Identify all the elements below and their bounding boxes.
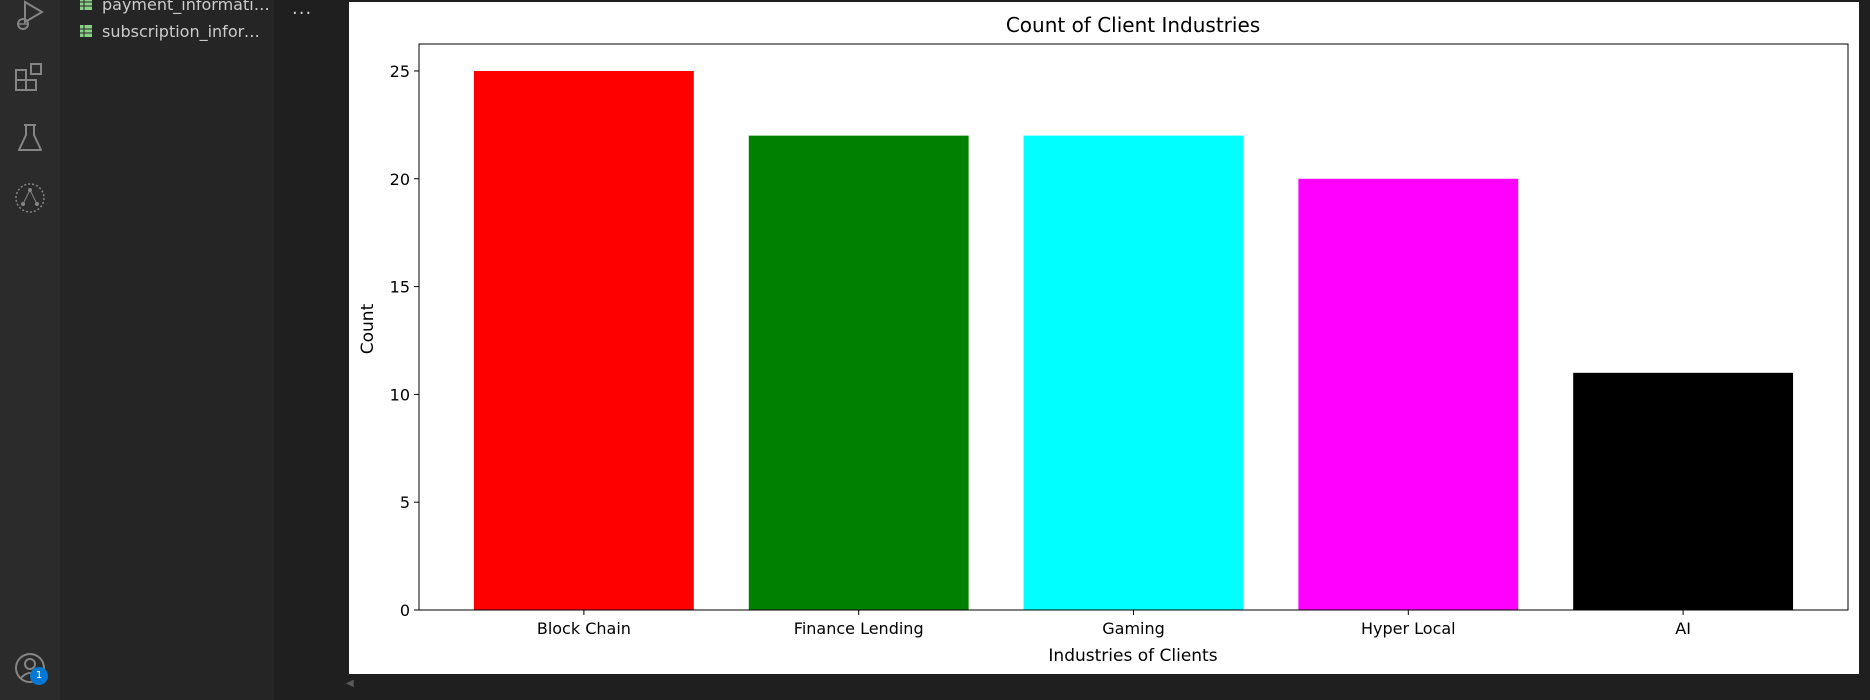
x-tick-label: AI [1675,619,1691,638]
scroll-left-icon[interactable]: ◀ [346,678,354,689]
more-actions-button[interactable]: ... [292,0,313,19]
table-icon [80,0,92,10]
editor-gutter [274,0,350,700]
remote-explorer-icon[interactable] [12,180,48,216]
plot-frame [418,43,1849,611]
bar-chart: Count of Client Industries 0 5 10 15 20 25 Bl… [358,13,1849,666]
y-axis-label: Count [358,303,378,354]
y-tick-label: 0 [400,601,410,620]
bar-gaming [1023,135,1244,610]
file-label: subscription_information.csv [102,21,272,41]
horizontal-scrollbar[interactable] [349,678,1859,698]
y-tick-label: 15 [390,278,410,297]
file-label: payment_information.csv [102,0,272,14]
bar-hyper-local [1298,178,1519,610]
y-tick-label: 5 [400,493,410,512]
y-tick-label: 20 [390,170,410,189]
run-debug-icon[interactable] [12,0,48,34]
y-tick-label: 10 [390,385,410,404]
bar-finance-lending [748,135,969,610]
x-tick-label: Gaming [1102,619,1165,638]
x-axis-label: Industries of Clients [1048,646,1217,666]
explorer-sidebar: payment_information.csv subscription_inf… [60,0,274,700]
bar-block-chain [473,70,694,610]
chart-title: Count of Client Industries [1006,13,1260,37]
y-tick-label: 25 [390,62,410,81]
right-edge [1859,0,1870,700]
x-tick-label: Hyper Local [1361,619,1456,638]
bar-ai [1573,372,1794,610]
accounts-badge: 1 [30,667,48,685]
file-item-payment-information[interactable]: payment_information.csv [60,0,274,18]
cell-output: Count of Client Industries 0 5 10 15 20 25 Bl… [349,2,1859,674]
x-tick-label: Block Chain [537,619,631,638]
file-item-subscription-information[interactable]: subscription_information.csv [60,17,274,45]
activity-bar: 1 [0,0,61,700]
extensions-icon[interactable] [12,60,48,96]
testing-flask-icon[interactable] [12,120,48,156]
x-tick-label: Finance Lending [794,619,924,638]
table-icon [80,25,92,37]
